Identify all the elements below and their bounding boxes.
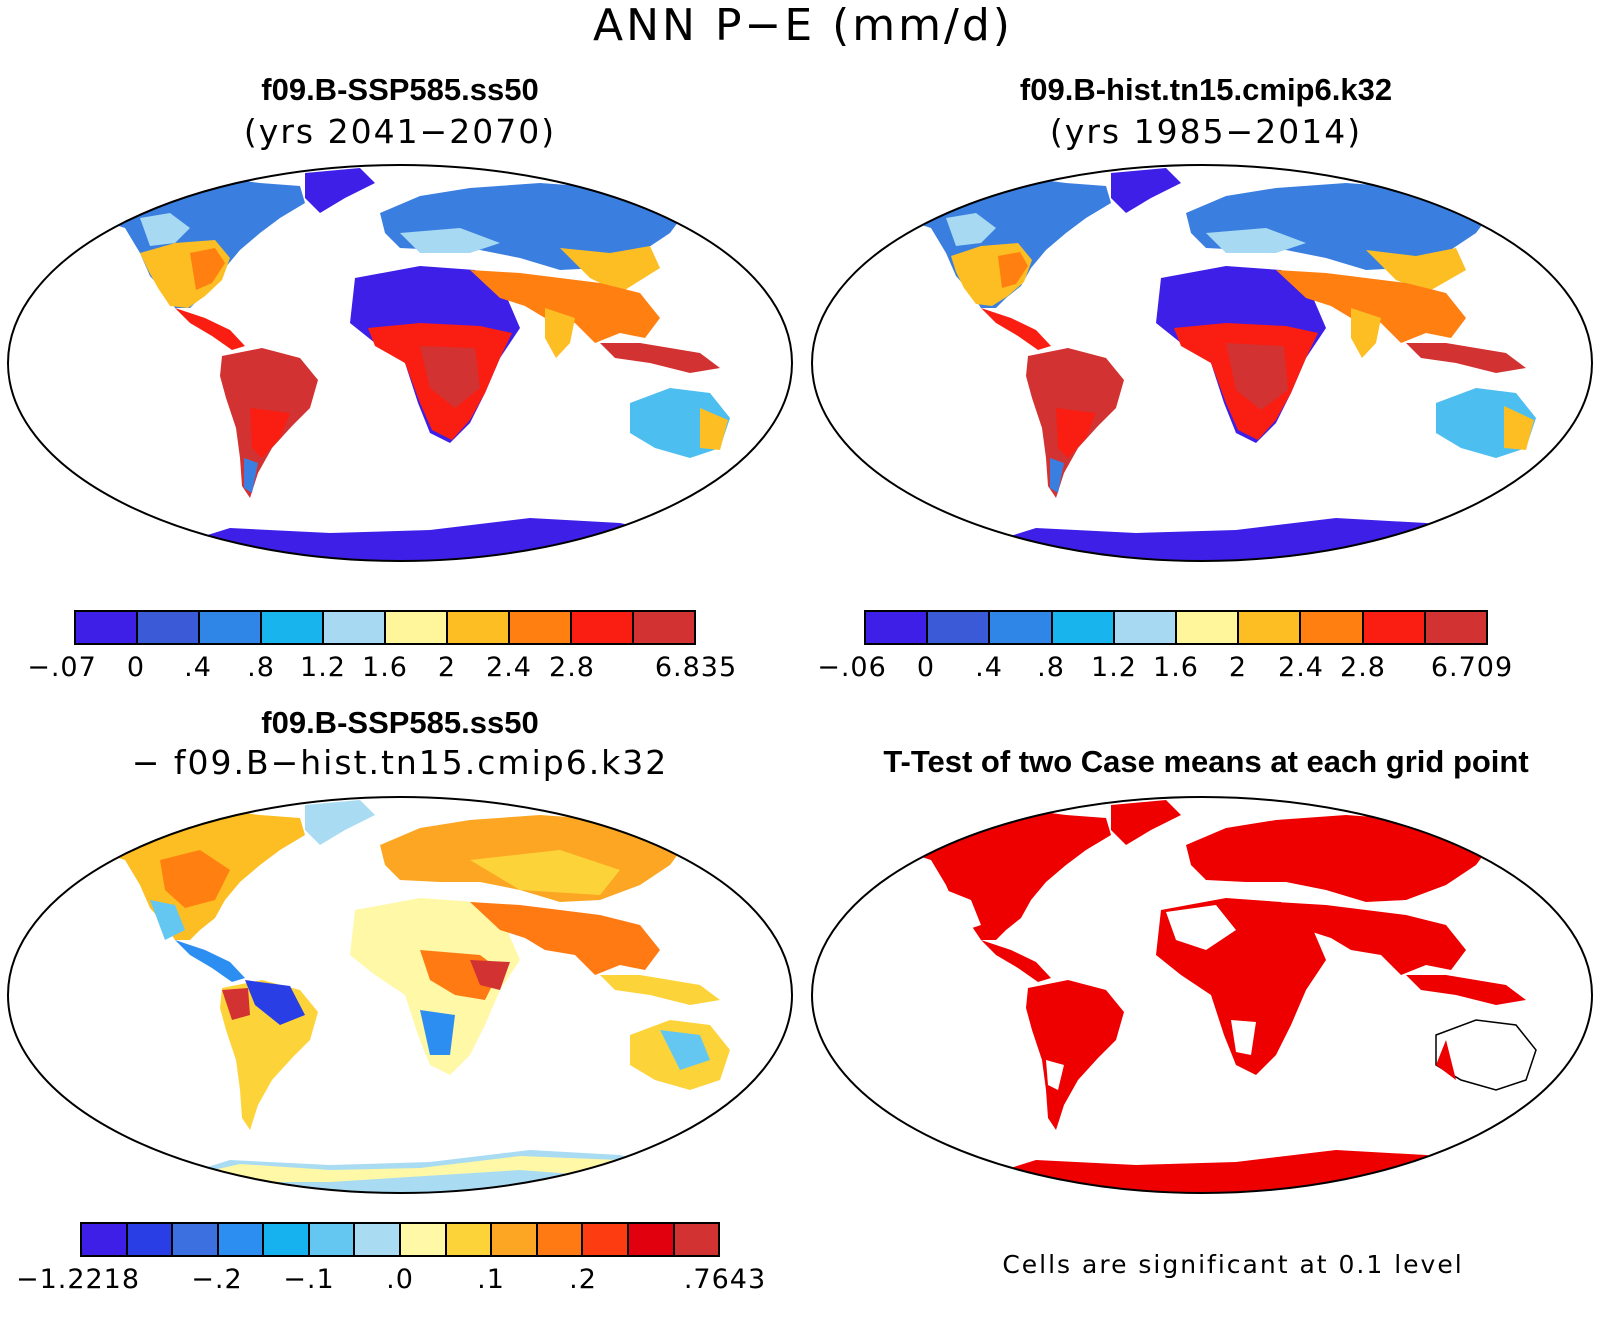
colorbar-tick-label: 2.8 [1340,652,1386,683]
map-bottom-right [811,796,1593,1194]
colorbar-swatch [355,1224,402,1255]
colorbar-tick-label: −.07 [27,652,97,683]
colorbar-labels-top-right: −.06 0 .4 .8 1.2 1.6 2 2.4 2.8 6.709 [817,652,1512,686]
colorbar-tick-label: −.06 [817,652,887,683]
colorbar-bottom-left [80,1222,720,1257]
colorbar-tick-label: 2.8 [549,652,595,683]
colorbar-tick-label: 0 [126,652,146,683]
colorbar-tick-label: 6.835 [654,652,738,683]
colorbar-swatch [1363,612,1426,643]
colorbar-swatch [537,1224,584,1255]
colorbar-tick-label: .4 [184,652,212,683]
colorbar-swatch [572,612,634,643]
panel-title-top-left: f09.B-SSP585.ss50 [261,72,539,107]
colorbar-swatch [200,612,262,643]
colorbar-swatch [1177,612,1240,643]
colorbar-swatch [401,1224,447,1255]
map-top-right [811,164,1593,562]
colorbar-tick-label: 2 [1228,652,1248,683]
colorbar-swatch [446,1224,493,1255]
colorbar-swatch [1114,612,1178,643]
colorbar-tick-label: −1.2218 [15,1264,141,1295]
colorbar-tick-label: 2.4 [486,652,532,683]
colorbar-swatch [386,612,448,643]
colorbar-tick-label: 2.4 [1278,652,1324,683]
colorbar-tick-label: .2 [569,1264,597,1295]
colorbar-swatch [634,612,694,643]
colorbar-tick-label: 1.6 [1153,652,1199,683]
map-bottom-left [7,796,793,1194]
panel-subtitle-bottom-left: − f09.B−hist.tn15.cmip6.k32 [131,743,669,782]
panel-subtitle-top-left: (yrs 2041−2070) [243,112,557,151]
colorbar-tick-label: .8 [247,652,275,683]
colorbar-swatch [1239,612,1302,643]
colorbar-labels-bottom-left: −1.2218 −.2 −.1 .0 .1 .2 .7643 [16,1264,765,1298]
significance-note: Cells are significant at 0.1 level [1002,1250,1464,1279]
colorbar-swatch [262,612,324,643]
colorbar-tick-label: .8 [1037,652,1065,683]
colorbar-swatch [173,1224,219,1255]
colorbar-swatch [866,612,929,643]
colorbar-tick-label: 6.709 [1430,652,1514,683]
colorbar-top-right [864,610,1488,645]
colorbar-tick-label: 2 [437,652,457,683]
colorbar-tick-label: −.2 [191,1264,243,1295]
colorbar-swatch [583,1224,629,1255]
panel-subtitle-top-right: (yrs 1985−2014) [1049,112,1363,151]
colorbar-swatch [138,612,200,643]
panel-title-top-right: f09.B-hist.tn15.cmip6.k32 [1019,72,1393,107]
colorbar-tick-label: 1.2 [1091,652,1137,683]
colorbar-tick-label: .4 [975,652,1003,683]
colorbar-swatch [76,612,138,643]
colorbar-swatch [510,612,572,643]
colorbar-tick-label: −.1 [283,1264,335,1295]
colorbar-tick-label: 1.2 [300,652,346,683]
colorbar-swatch [264,1224,310,1255]
colorbar-swatch [628,1224,675,1255]
colorbar-tick-label: 0 [916,652,936,683]
colorbar-swatch [82,1224,128,1255]
colorbar-tick-label: .7643 [683,1264,767,1295]
colorbar-swatch [928,612,991,643]
colorbar-swatch [218,1224,265,1255]
colorbar-labels-top-left: −.07 0 .4 .8 1.2 1.6 2 2.4 2.8 6.835 [27,652,736,686]
colorbar-swatch [674,1224,719,1255]
colorbar-swatch [448,612,510,643]
colorbar-tick-label: .1 [477,1264,505,1295]
colorbar-swatch [990,612,1053,643]
colorbar-swatch [1425,612,1487,643]
map-top-left [7,164,793,562]
colorbar-top-left [74,610,696,645]
colorbar-tick-label: .0 [386,1264,414,1295]
colorbar-swatch [1301,612,1364,643]
colorbar-swatch [324,612,386,643]
figure-title: ANN P−E (mm/d) [593,0,1013,51]
colorbar-swatch [1052,612,1115,643]
panel-title-bottom-right: T-Test of two Case means at each grid po… [883,744,1529,779]
colorbar-swatch [127,1224,174,1255]
colorbar-swatch [492,1224,538,1255]
colorbar-swatch [309,1224,356,1255]
panel-title-bottom-left: f09.B-SSP585.ss50 [261,705,539,740]
colorbar-tick-label: 1.6 [362,652,408,683]
